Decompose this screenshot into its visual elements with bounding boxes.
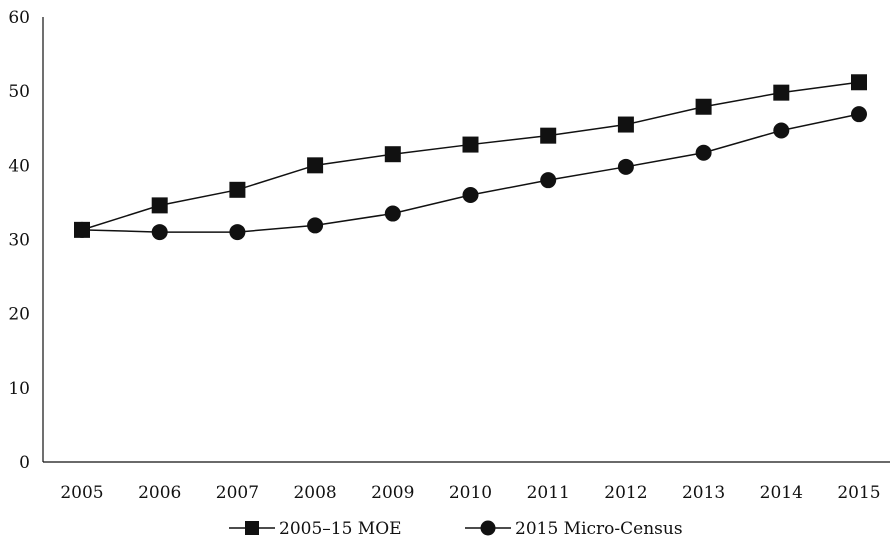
x-tick-label: 2013	[682, 483, 725, 503]
x-tick-label: 2007	[216, 483, 259, 503]
y-tick-label: 20	[8, 305, 30, 325]
series-micro-census	[74, 106, 867, 241]
x-tick-label: 2005	[60, 483, 103, 503]
y-tick-label: 40	[8, 156, 30, 176]
x-tick-labels: 2005 2006 2007 2008 2009 2010 2011 2012 2013 2014…	[60, 483, 880, 503]
data-point-square	[695, 98, 712, 115]
data-point-circle	[773, 122, 790, 139]
data-point-circle	[307, 217, 324, 234]
legend-square-marker-icon	[245, 521, 259, 535]
legend-label-micro-census: 2015 Micro-Census	[515, 519, 683, 539]
x-tick-label: 2014	[760, 483, 803, 503]
axes	[42, 17, 890, 463]
data-point-circle	[540, 172, 557, 189]
data-point-square	[462, 136, 479, 153]
series-layer	[74, 74, 867, 241]
legend-item-moe: 2005–15 MOE	[229, 519, 402, 539]
x-tick-label: 2011	[527, 483, 570, 503]
data-point-square	[151, 197, 168, 214]
legend-circle-marker-icon	[480, 520, 496, 536]
legend: 2005–15 MOE 2015 Micro-Census	[229, 519, 683, 539]
data-point-circle	[462, 187, 479, 203]
series-line	[81, 113, 860, 233]
y-tick-label: 60	[8, 8, 30, 28]
data-point-square	[229, 181, 246, 198]
data-point-square	[773, 84, 790, 101]
x-tick-label: 2008	[293, 483, 336, 503]
data-point-square	[851, 74, 867, 91]
y-tick-labels: 0 10 20 30 40 50 60	[8, 8, 30, 473]
x-tick-label: 2015	[837, 483, 880, 503]
series-line	[81, 81, 860, 231]
series-moe	[74, 74, 867, 238]
data-point-circle	[851, 106, 867, 123]
data-point-circle	[695, 144, 712, 161]
y-tick-label: 50	[8, 82, 30, 102]
x-tick-label: 2006	[138, 483, 181, 503]
data-point-circle	[151, 224, 168, 241]
data-point-square	[307, 157, 324, 174]
legend-label-moe: 2005–15 MOE	[279, 519, 402, 539]
y-tick-label: 10	[8, 379, 30, 399]
y-tick-label: 0	[19, 453, 30, 473]
x-tick-label: 2010	[449, 483, 492, 503]
data-point-square	[384, 146, 401, 163]
data-point-square	[540, 127, 557, 144]
data-point-circle	[384, 205, 401, 222]
data-point-circle	[617, 158, 634, 175]
data-point-square	[617, 116, 634, 133]
data-point-circle	[74, 221, 90, 238]
x-tick-label: 2009	[371, 483, 414, 503]
x-tick-label: 2012	[604, 483, 647, 503]
data-point-circle	[229, 224, 246, 241]
legend-item-micro-census: 2015 Micro-Census	[465, 519, 683, 539]
y-tick-label: 30	[8, 231, 30, 251]
